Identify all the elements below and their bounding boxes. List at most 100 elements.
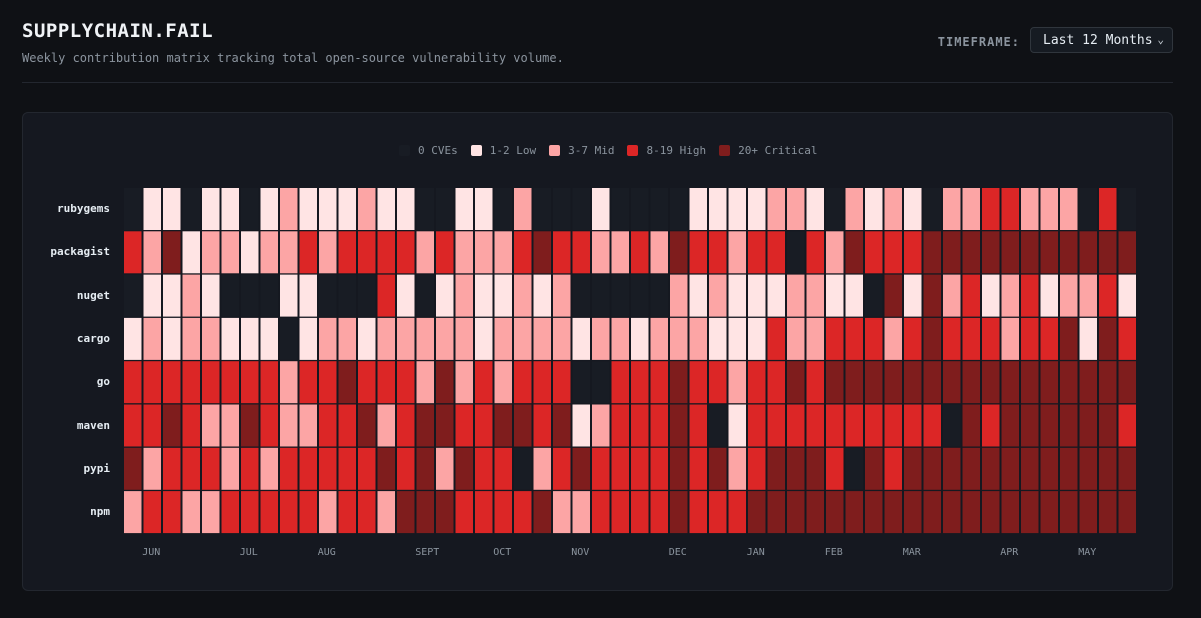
heatmap-cell[interactable] <box>514 447 532 490</box>
heatmap-cell[interactable] <box>982 231 1000 274</box>
heatmap-cell[interactable] <box>884 404 903 447</box>
heatmap-cell[interactable] <box>436 231 454 274</box>
heatmap-cell[interactable] <box>338 274 357 317</box>
heatmap-cell[interactable] <box>416 317 435 360</box>
heatmap-cell[interactable] <box>221 231 240 274</box>
heatmap-cell[interactable] <box>377 231 396 274</box>
heatmap-cell[interactable] <box>241 447 259 490</box>
heatmap-cell[interactable] <box>377 274 396 317</box>
heatmap-cell[interactable] <box>962 404 981 447</box>
heatmap-cell[interactable] <box>1118 447 1137 490</box>
heatmap-cell[interactable] <box>904 404 922 447</box>
heatmap-cell[interactable] <box>377 491 396 534</box>
heatmap-cell[interactable] <box>806 361 825 404</box>
heatmap-cell[interactable] <box>884 361 903 404</box>
heatmap-cell[interactable] <box>806 317 825 360</box>
heatmap-cell[interactable] <box>962 491 981 534</box>
heatmap-cell[interactable] <box>475 447 493 490</box>
heatmap-cell[interactable] <box>943 317 961 360</box>
heatmap-cell[interactable] <box>241 361 259 404</box>
heatmap-cell[interactable] <box>299 404 318 447</box>
heatmap-cell[interactable] <box>689 491 708 534</box>
heatmap-cell[interactable] <box>826 361 844 404</box>
heatmap-cell[interactable] <box>806 404 825 447</box>
heatmap-cell[interactable] <box>767 491 786 534</box>
heatmap-cell[interactable] <box>397 317 415 360</box>
heatmap-cell[interactable] <box>533 231 552 274</box>
heatmap-cell[interactable] <box>1001 274 1020 317</box>
heatmap-cell[interactable] <box>806 231 825 274</box>
heatmap-cell[interactable] <box>299 447 318 490</box>
heatmap-cell[interactable] <box>826 188 844 230</box>
heatmap-cell[interactable] <box>377 317 396 360</box>
heatmap-cell[interactable] <box>299 231 318 274</box>
heatmap-cell[interactable] <box>260 188 279 230</box>
heatmap-cell[interactable] <box>338 317 357 360</box>
heatmap-cell[interactable] <box>572 447 591 490</box>
heatmap-cell[interactable] <box>319 317 337 360</box>
heatmap-cell[interactable] <box>884 274 903 317</box>
heatmap-cell[interactable] <box>1060 361 1078 404</box>
heatmap-cell[interactable] <box>299 274 318 317</box>
heatmap-cell[interactable] <box>553 447 571 490</box>
heatmap-cell[interactable] <box>611 361 630 404</box>
heatmap-cell[interactable] <box>670 188 688 230</box>
heatmap-cell[interactable] <box>982 361 1000 404</box>
heatmap-cell[interactable] <box>1118 231 1137 274</box>
heatmap-cell[interactable] <box>1099 274 1117 317</box>
heatmap-cell[interactable] <box>1099 447 1117 490</box>
heatmap-cell[interactable] <box>1001 361 1020 404</box>
heatmap-cell[interactable] <box>631 491 649 534</box>
heatmap-cell[interactable] <box>299 361 318 404</box>
heatmap-cell[interactable] <box>124 274 142 317</box>
heatmap-cell[interactable] <box>865 447 883 490</box>
heatmap-cell[interactable] <box>455 317 474 360</box>
heatmap-cell[interactable] <box>1118 274 1137 317</box>
heatmap-cell[interactable] <box>143 274 162 317</box>
heatmap-cell[interactable] <box>358 317 376 360</box>
heatmap-cell[interactable] <box>845 361 864 404</box>
heatmap-cell[interactable] <box>767 361 786 404</box>
heatmap-cell[interactable] <box>260 231 279 274</box>
heatmap-cell[interactable] <box>709 317 727 360</box>
heatmap-cell[interactable] <box>163 404 181 447</box>
heatmap-cell[interactable] <box>358 404 376 447</box>
heatmap-cell[interactable] <box>533 447 552 490</box>
heatmap-cell[interactable] <box>592 188 610 230</box>
heatmap-cell[interactable] <box>631 361 649 404</box>
heatmap-cell[interactable] <box>338 231 357 274</box>
heatmap-cell[interactable] <box>1040 274 1059 317</box>
heatmap-cell[interactable] <box>845 404 864 447</box>
heatmap-cell[interactable] <box>475 361 493 404</box>
heatmap-cell[interactable] <box>884 188 903 230</box>
heatmap-cell[interactable] <box>1118 361 1137 404</box>
heatmap-cell[interactable] <box>1001 404 1020 447</box>
heatmap-cell[interactable] <box>1040 188 1059 230</box>
heatmap-cell[interactable] <box>709 361 727 404</box>
heatmap-cell[interactable] <box>143 231 162 274</box>
heatmap-cell[interactable] <box>182 404 201 447</box>
heatmap-cell[interactable] <box>475 274 493 317</box>
heatmap-cell[interactable] <box>670 404 688 447</box>
heatmap-cell[interactable] <box>1118 491 1137 534</box>
heatmap-cell[interactable] <box>767 188 786 230</box>
heatmap-cell[interactable] <box>319 274 337 317</box>
heatmap-cell[interactable] <box>1118 317 1137 360</box>
heatmap-cell[interactable] <box>455 188 474 230</box>
heatmap-cell[interactable] <box>494 231 513 274</box>
heatmap-cell[interactable] <box>494 317 513 360</box>
heatmap-cell[interactable] <box>202 361 220 404</box>
heatmap-cell[interactable] <box>943 491 961 534</box>
heatmap-cell[interactable] <box>1060 317 1078 360</box>
heatmap-cell[interactable] <box>1021 404 1039 447</box>
heatmap-cell[interactable] <box>748 491 766 534</box>
heatmap-cell[interactable] <box>202 274 220 317</box>
heatmap-cell[interactable] <box>845 447 864 490</box>
heatmap-cell[interactable] <box>241 231 259 274</box>
heatmap-cell[interactable] <box>787 274 805 317</box>
heatmap-cell[interactable] <box>923 317 942 360</box>
heatmap-cell[interactable] <box>826 274 844 317</box>
heatmap-cell[interactable] <box>514 317 532 360</box>
heatmap-cell[interactable] <box>143 361 162 404</box>
heatmap-cell[interactable] <box>397 274 415 317</box>
